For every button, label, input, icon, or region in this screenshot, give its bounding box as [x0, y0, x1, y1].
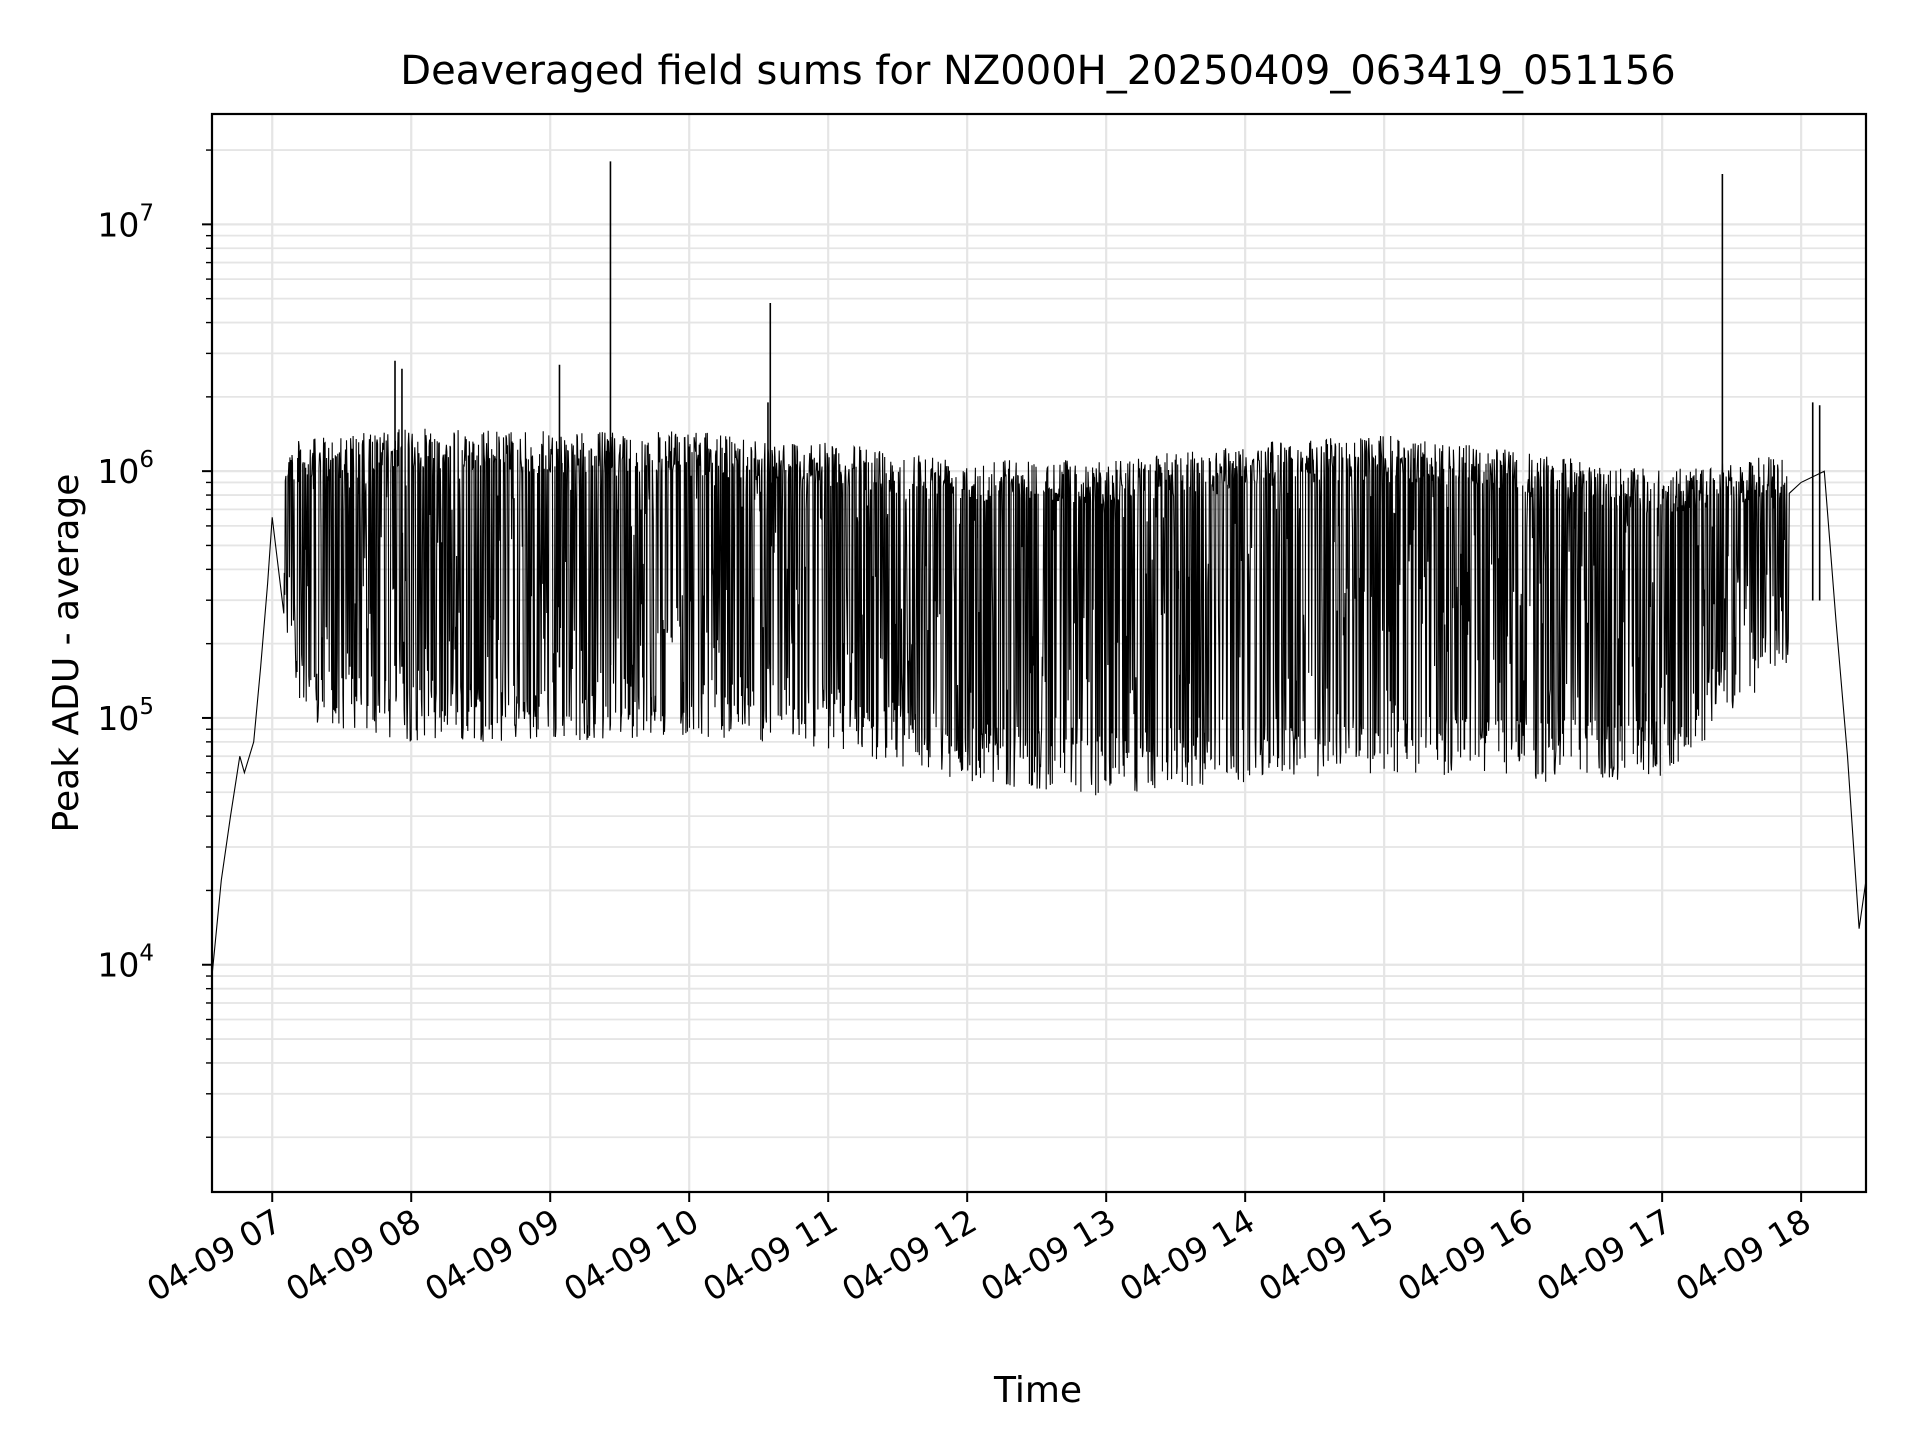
y-tick-label: 107 — [97, 200, 154, 244]
y-axis-label: Peak ADU - average — [46, 474, 87, 833]
series-line-group — [211, 161, 1867, 977]
x-axis-label: Time — [993, 1370, 1082, 1411]
y-tick-label: 104 — [97, 941, 154, 985]
y-tick-label: 105 — [97, 694, 154, 738]
series-line — [211, 428, 1867, 977]
chart-title: Deaveraged field sums for NZ000H_2025040… — [400, 48, 1675, 94]
plot-frame — [210, 112, 1868, 1194]
y-tick-label: 106 — [97, 447, 154, 491]
y-axis: 104 105 106 107 — [97, 149, 212, 1138]
